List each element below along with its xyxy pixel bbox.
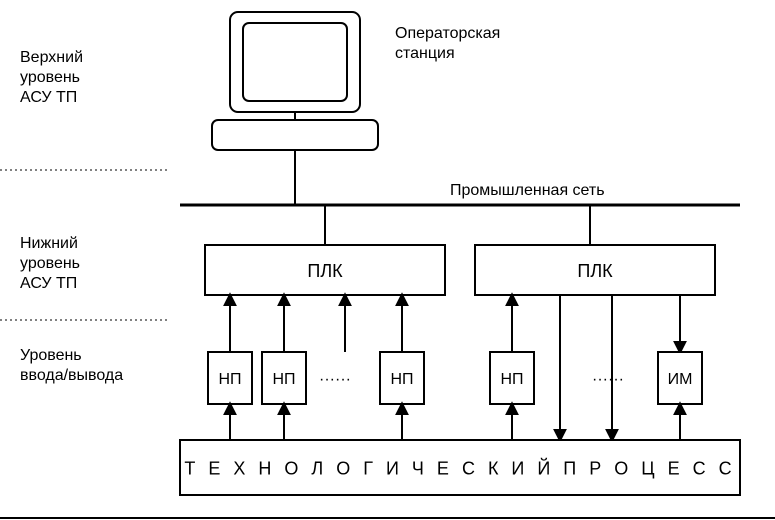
tier-top-label: Верхний — [20, 49, 83, 66]
tier-top-label: уровень — [20, 69, 80, 86]
tier-io-label: Уровень — [20, 347, 82, 364]
monitor-screen — [243, 23, 347, 101]
np-label: НП — [272, 371, 295, 388]
np-label: НП — [218, 371, 241, 388]
operator-station-label: Операторская — [395, 25, 500, 42]
plc-label: ПЛК — [577, 261, 613, 281]
plc-label: ПЛК — [307, 261, 343, 281]
process-label: Т Е Х Н О Л О Г И Ч Е С К И Й П Р О Ц Е … — [184, 458, 735, 479]
tier-mid-label: уровень — [20, 255, 80, 272]
tier-io-label: ввода/вывода — [20, 367, 123, 384]
ellipsis: ······ — [592, 371, 624, 388]
np-label: НП — [500, 371, 523, 388]
tier-top-label: АСУ ТП — [20, 89, 77, 106]
industrial-network-label: Промышленная сеть — [450, 182, 605, 199]
ellipsis: ······ — [319, 371, 351, 388]
np-label: НП — [390, 371, 413, 388]
operator-station-label: станция — [395, 45, 455, 62]
diagram-canvas: Верхний уровень АСУ ТП Нижний уровень АСУ ТП У… — [0, 0, 775, 520]
tier-mid-label: АСУ ТП — [20, 275, 77, 292]
im-label: ИМ — [668, 371, 693, 388]
monitor-stand — [212, 120, 378, 150]
tier-mid-label: Нижний — [20, 235, 78, 252]
